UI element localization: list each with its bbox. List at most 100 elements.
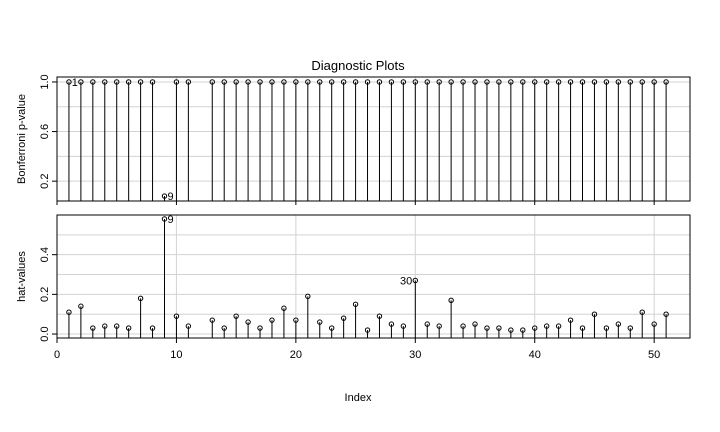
- data-point: [460, 79, 466, 85]
- data-point: [448, 297, 454, 304]
- data-point: [352, 301, 359, 307]
- data-point: [209, 317, 215, 323]
- data-point: [293, 317, 299, 323]
- data-point: [281, 305, 287, 311]
- data-point: [114, 323, 120, 329]
- x-tick-label: 20: [290, 349, 302, 361]
- y-tick-label: 0.2: [39, 287, 51, 302]
- data-point: [364, 79, 371, 85]
- x-tick-label: 40: [529, 349, 541, 361]
- data-point: [424, 79, 430, 85]
- data-point: [532, 79, 538, 85]
- data-point: [340, 315, 347, 321]
- data-point: [245, 319, 251, 325]
- x-axis-label: Index: [345, 392, 372, 404]
- data-point: [137, 79, 144, 85]
- y-tick-label: 0.0: [39, 326, 51, 341]
- data-point: [376, 79, 383, 85]
- data-point: [305, 79, 311, 85]
- data-point: [66, 309, 72, 315]
- data-point: [328, 79, 335, 85]
- point-label: 9: [167, 214, 173, 226]
- y-tick-label: 0.4: [39, 247, 51, 262]
- data-point: [663, 311, 669, 317]
- data-point: [114, 79, 120, 85]
- data-point: [328, 325, 335, 331]
- data-point: [185, 79, 192, 85]
- data-point: [543, 323, 550, 329]
- data-point: [149, 325, 156, 331]
- data-point: [448, 79, 454, 85]
- data-point: [484, 79, 490, 85]
- data-point: [78, 303, 84, 309]
- y-tick-label: 0.6: [39, 124, 51, 139]
- data-point: [161, 216, 168, 222]
- point-label: 1: [72, 77, 78, 89]
- data-point: [436, 79, 442, 85]
- data-point: [663, 79, 669, 85]
- data-point: [78, 79, 84, 85]
- x-tick-label: 50: [648, 349, 660, 361]
- y-axis-hat-values: 0.0 0.2 0.4: [39, 247, 57, 342]
- data-point: [352, 79, 359, 85]
- data-point: [567, 317, 574, 323]
- data-point: [221, 79, 227, 85]
- data-point: [579, 325, 586, 331]
- data-point: [639, 79, 645, 85]
- data-point: [149, 79, 156, 85]
- data-point: [221, 325, 227, 331]
- data-point: [508, 327, 514, 333]
- data-point: [185, 323, 192, 329]
- data-point: [555, 79, 562, 85]
- data-point: [400, 79, 407, 85]
- stems-hat-values: [68, 218, 667, 338]
- data-point: [90, 79, 96, 85]
- data-point: [424, 321, 430, 327]
- data-point: [615, 321, 622, 327]
- data-point: [484, 325, 490, 331]
- data-point: [412, 79, 419, 85]
- y-tick-label: 1.0: [39, 74, 51, 89]
- points-hat-values: [66, 216, 669, 333]
- panel-frame-bonferroni: [56, 76, 691, 202]
- data-point: [173, 313, 180, 319]
- data-point: [102, 79, 108, 85]
- data-point: [209, 79, 215, 85]
- data-point: [305, 293, 311, 300]
- data-point: [161, 193, 168, 199]
- x-axis-hat-values: 0 10 20 30 40 50: [54, 338, 660, 361]
- data-point: [66, 79, 72, 85]
- data-point: [615, 79, 622, 85]
- data-point: [233, 79, 239, 85]
- data-point: [567, 79, 574, 85]
- data-point: [520, 79, 526, 85]
- chart-title: Diagnostic Plots: [311, 58, 405, 73]
- data-point: [496, 79, 502, 85]
- data-point: [436, 323, 442, 329]
- data-point: [317, 319, 323, 325]
- x-tick-label: 10: [170, 349, 182, 361]
- data-point: [579, 79, 586, 85]
- data-point: [340, 79, 347, 85]
- data-point: [627, 325, 633, 331]
- data-point: [281, 79, 287, 85]
- x-axis-ticks-top: [56, 201, 655, 205]
- y-axis-bonferroni: 0.2 0.6 1.0: [39, 74, 57, 189]
- labels-hat-values: 9 30: [167, 214, 412, 288]
- stems-bonferroni: [68, 81, 667, 201]
- data-point: [591, 79, 598, 85]
- data-point: [376, 313, 383, 319]
- data-point: [317, 79, 323, 85]
- data-point: [400, 323, 407, 329]
- data-point: [496, 325, 502, 331]
- data-point: [388, 321, 395, 327]
- data-point: [532, 325, 538, 331]
- data-point: [472, 79, 478, 85]
- y-axis-label-bonferroni: Bonferroni p-value: [16, 94, 28, 184]
- data-point: [603, 325, 610, 331]
- data-point: [245, 79, 251, 85]
- data-point: [627, 79, 633, 85]
- x-tick-label: 0: [54, 349, 60, 361]
